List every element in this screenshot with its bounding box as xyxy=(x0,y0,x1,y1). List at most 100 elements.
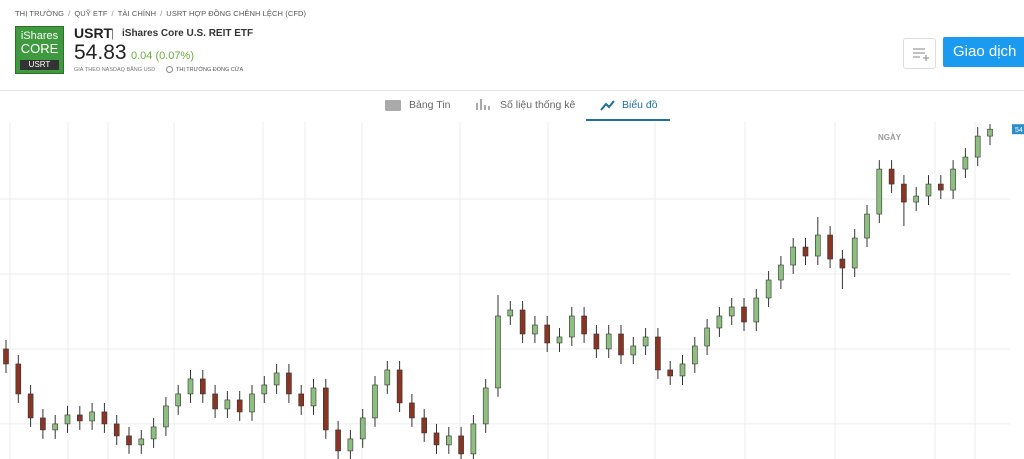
candle-body xyxy=(396,369,403,404)
watchlist-icon xyxy=(913,48,929,61)
candle-body xyxy=(310,387,317,407)
candle-body xyxy=(187,378,194,395)
candle-body xyxy=(298,393,305,407)
candle xyxy=(827,226,833,269)
candle xyxy=(27,384,34,427)
candle xyxy=(655,327,661,379)
candle xyxy=(630,336,637,364)
candle xyxy=(753,289,760,331)
candle xyxy=(261,375,268,403)
candle xyxy=(765,271,772,307)
candle-body xyxy=(200,378,206,395)
candle xyxy=(138,429,145,454)
candle-body xyxy=(138,438,145,446)
watchlist-button[interactable] xyxy=(903,38,936,69)
candle xyxy=(113,414,120,445)
candle-body xyxy=(101,411,108,425)
candle xyxy=(3,339,9,373)
candle-body xyxy=(261,384,268,395)
candle xyxy=(200,369,206,403)
candle xyxy=(691,336,698,373)
candle xyxy=(470,414,477,459)
candle-body xyxy=(765,279,772,299)
instrument-name: iShares Core U.S. REIT ETF xyxy=(122,28,254,39)
candle-body xyxy=(679,363,686,377)
candle xyxy=(716,306,723,337)
crumb[interactable]: TÀI CHÍNH xyxy=(117,9,157,18)
candle xyxy=(778,256,784,290)
tab[interactable]: Bảng Tin xyxy=(409,99,451,111)
candle xyxy=(310,378,317,415)
ticker: USRT xyxy=(74,25,113,41)
candle xyxy=(962,148,969,179)
candle xyxy=(864,205,870,248)
crumb[interactable]: QUỸ ETF xyxy=(74,9,108,18)
candle xyxy=(212,384,218,418)
candle-body xyxy=(962,156,969,170)
candle-body xyxy=(741,306,747,323)
candle-body xyxy=(827,234,833,260)
candle xyxy=(913,187,920,212)
candle-body xyxy=(691,345,698,365)
candle xyxy=(901,175,907,227)
candle xyxy=(458,426,464,459)
last-price-label: 54 xyxy=(1015,127,1023,134)
candle xyxy=(876,160,883,224)
candle xyxy=(482,378,489,433)
candle-body xyxy=(150,426,157,440)
candle-body xyxy=(77,414,83,422)
candle xyxy=(851,229,858,278)
candle-body xyxy=(987,128,993,137)
candle xyxy=(974,127,981,167)
tab-active[interactable]: Biểu đồ xyxy=(622,99,658,111)
candle xyxy=(126,426,132,454)
candle-body xyxy=(495,315,501,389)
candle xyxy=(445,426,452,454)
candle xyxy=(519,300,526,343)
candle xyxy=(64,405,71,433)
candle xyxy=(556,327,563,352)
candle xyxy=(101,402,108,433)
candle xyxy=(618,324,624,364)
candle-body xyxy=(888,168,895,185)
candle-body xyxy=(126,435,132,446)
candle-body xyxy=(507,309,514,317)
candle-body xyxy=(950,168,956,191)
candle-body xyxy=(581,315,587,335)
candle xyxy=(532,315,538,343)
candle xyxy=(568,306,575,346)
candle xyxy=(409,393,415,427)
candle-body xyxy=(655,336,661,371)
candle-body xyxy=(322,387,329,431)
candle-body xyxy=(901,183,907,203)
candle-body xyxy=(384,369,391,386)
candle-body xyxy=(556,336,563,344)
price: 54.83 xyxy=(74,41,127,64)
candle-body xyxy=(790,246,797,266)
candle xyxy=(642,327,649,355)
tab-underline xyxy=(586,119,670,121)
candle xyxy=(396,360,403,412)
candle-body xyxy=(470,423,477,455)
candle-body xyxy=(605,333,612,350)
candle xyxy=(433,423,440,454)
candle xyxy=(421,408,428,442)
candle-body xyxy=(445,435,452,446)
candle-body xyxy=(236,399,243,413)
candle xyxy=(236,390,243,421)
candle xyxy=(273,363,280,394)
tab[interactable]: Số liệu thống kê xyxy=(500,99,576,111)
candle-body xyxy=(667,369,674,377)
candle xyxy=(175,384,181,415)
candle xyxy=(40,408,46,439)
trade-button[interactable]: Giao dịch xyxy=(943,37,1024,67)
candle-body xyxy=(630,345,637,356)
candle xyxy=(741,297,747,331)
crumb[interactable]: THỊ TRƯỜNG xyxy=(15,9,65,18)
candle-body xyxy=(249,393,255,413)
candle-body xyxy=(974,135,981,158)
candle-body xyxy=(876,168,883,215)
candle xyxy=(679,354,686,385)
candle-body xyxy=(728,306,735,317)
candle xyxy=(224,390,231,418)
